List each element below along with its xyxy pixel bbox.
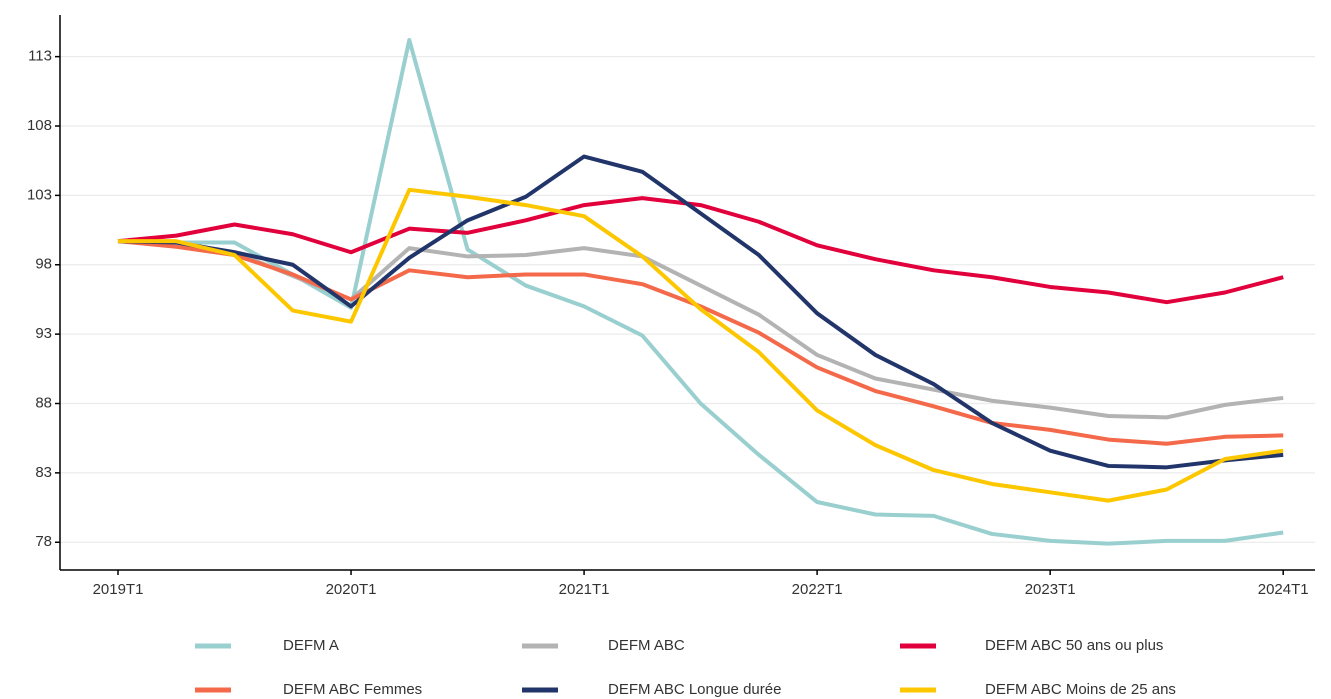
x-tick-label: 2023T1 <box>1025 581 1076 598</box>
y-tick-label: 88 <box>35 394 52 411</box>
legend-label: DEFM ABC <box>608 637 685 654</box>
y-tick-label: 83 <box>35 464 52 481</box>
series-line <box>117 196 1284 305</box>
legend-label: DEFM ABC Moins de 25 ans <box>985 681 1176 698</box>
legend-label: DEFM A <box>283 637 339 654</box>
series-line <box>118 187 1284 503</box>
y-tick-label: 98 <box>35 256 52 273</box>
x-tick-label: 2021T1 <box>559 581 610 598</box>
y-tick-label: 78 <box>35 533 52 550</box>
x-tick-label: 2020T1 <box>326 581 377 598</box>
legend-label: DEFM ABC 50 ans ou plus <box>985 637 1163 654</box>
series-line <box>117 154 1284 470</box>
x-tick-label: 2019T1 <box>93 581 144 598</box>
series-line <box>117 239 1284 420</box>
legend-label: DEFM ABC Femmes <box>283 681 422 698</box>
x-tick-label: 2022T1 <box>792 581 843 598</box>
y-tick-label: 113 <box>28 48 52 65</box>
legend-label: DEFM ABC Longue durée <box>608 681 781 698</box>
y-tick-label: 103 <box>27 186 52 203</box>
y-tick-label: 93 <box>35 325 52 342</box>
y-tick-label: 108 <box>27 117 52 134</box>
series-line <box>117 239 1284 446</box>
x-tick-label: 2024T1 <box>1258 581 1309 598</box>
